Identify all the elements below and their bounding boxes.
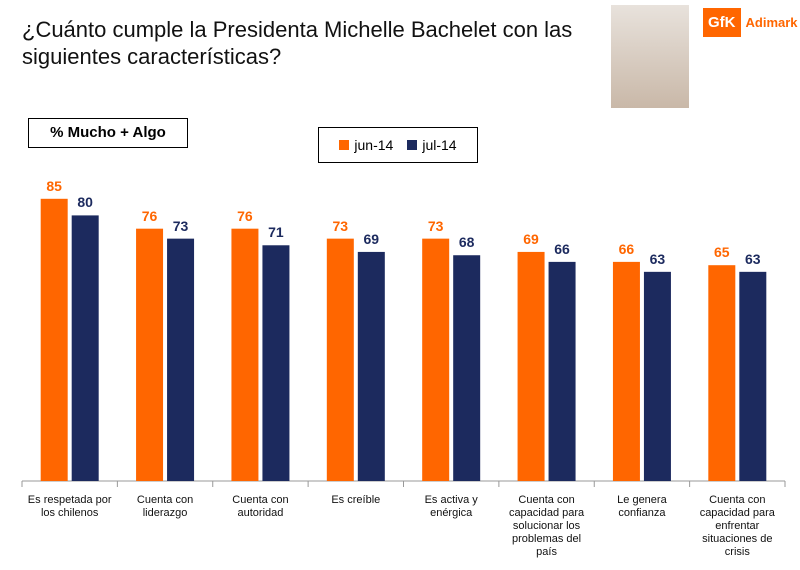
bar <box>262 245 290 481</box>
logo-brand: GfK <box>703 8 741 37</box>
bar <box>517 251 545 481</box>
bar <box>708 265 736 481</box>
logo: GfK Adimark <box>703 8 798 37</box>
logo-name: Adimark <box>745 15 798 30</box>
x-tick-label: Es activa y enérgica <box>424 494 478 519</box>
x-tick-label: Cuenta con capacidad para solucionar los… <box>508 494 585 558</box>
value-label: 66 <box>618 240 635 257</box>
value-label: 73 <box>332 217 349 234</box>
bar <box>357 251 385 481</box>
x-tick-label: Cuenta con autoridad <box>232 494 289 519</box>
bar <box>231 228 259 481</box>
legend-swatch <box>407 140 418 150</box>
subtitle: % Mucho + Algo <box>28 118 188 148</box>
value-label: 73 <box>427 217 444 234</box>
bar <box>40 198 68 482</box>
value-label: 68 <box>458 234 475 251</box>
value-label: 65 <box>714 244 730 261</box>
legend-label: jun-14 <box>354 137 394 153</box>
bar <box>453 255 481 481</box>
value-label: 85 <box>46 177 62 194</box>
bar <box>422 238 450 481</box>
value-label: 63 <box>649 250 666 267</box>
x-tick-label: Le genera confianza <box>617 494 667 519</box>
value-label: 69 <box>363 230 380 247</box>
x-tick-label: Es respetada por los chilenos <box>27 494 112 519</box>
bar <box>167 238 195 481</box>
value-label: 63 <box>745 250 761 267</box>
bar <box>643 271 671 481</box>
bar <box>739 271 767 481</box>
bar <box>136 228 164 481</box>
value-label: 69 <box>523 230 539 247</box>
x-tick-label: Cuenta con capacidad para enfrentar situ… <box>699 494 775 558</box>
bar <box>548 261 576 481</box>
value-label: 76 <box>141 207 158 224</box>
x-tick-label: Cuenta con liderazgo <box>136 494 194 519</box>
legend-item: jun-14 <box>339 137 393 153</box>
legend: jun-14 jul-14 <box>318 127 478 163</box>
legend-label: jul-14 <box>422 137 457 153</box>
legend-item: jul-14 <box>407 137 457 153</box>
value-label: 80 <box>77 194 93 211</box>
bar <box>326 238 354 481</box>
legend-swatch <box>339 140 350 150</box>
value-label: 73 <box>172 217 189 234</box>
value-label: 66 <box>554 240 570 257</box>
bar <box>71 215 99 481</box>
x-tick-label: Es creíble <box>331 494 381 506</box>
value-label: 71 <box>268 224 284 241</box>
value-label: 76 <box>237 207 253 224</box>
photo <box>611 5 689 108</box>
chart-title: ¿Cuánto cumple la Presidenta Michelle Ba… <box>22 17 573 69</box>
bar <box>612 261 640 481</box>
